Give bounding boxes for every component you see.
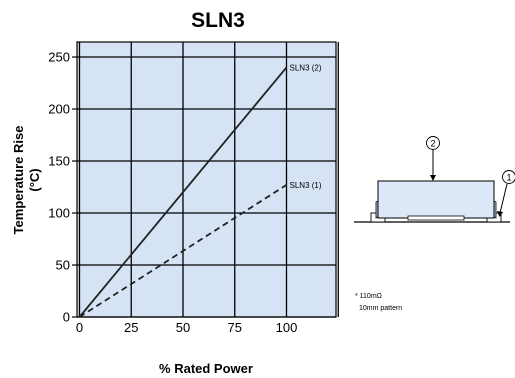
x-tick-label-25: 25: [124, 320, 138, 335]
marker-1-circle: [502, 170, 515, 184]
footnote-line1: * 110mΩ: [355, 293, 382, 300]
plot-area: [76, 41, 337, 318]
footnote-line2: 10mm pattern: [359, 305, 402, 312]
component-base: [407, 215, 465, 221]
y-tick-label-150: 150: [48, 154, 70, 169]
y-axis-label-line2: (°C): [27, 168, 42, 191]
y-axis-ticks: 0 50 100 150 200 250: [48, 50, 77, 325]
marker-1-arrowhead: [497, 211, 503, 217]
y-tick-label-50: 50: [56, 258, 70, 273]
y-tick-label-200: 200: [48, 102, 70, 117]
y-tick-label-250: 250: [48, 50, 70, 65]
x-axis-ticks: 0 25 50 75 100: [76, 320, 297, 335]
series-line-2: [79, 184, 287, 318]
x-tick-label-100: 100: [276, 320, 298, 335]
marker-2-circle: [426, 136, 440, 150]
y-tick-label-100: 100: [48, 206, 70, 221]
series-label-1: SLN3 (2): [290, 63, 322, 72]
series-group: SLN3 (2) SLN3 (1): [78, 63, 322, 318]
x-axis-label: % Rated Power: [159, 361, 253, 376]
series-line-1: [78, 66, 288, 318]
x-tick-label-75: 75: [228, 320, 242, 335]
component-diagram: 2 1: [354, 136, 515, 223]
marker-2-label: 2: [430, 139, 435, 149]
marker-1-label: 1: [506, 173, 511, 183]
y-axis-label-line1: Temperature Rise: [11, 126, 26, 235]
chart-title: SLN3: [191, 9, 245, 32]
marker-1-arrow: [499, 183, 508, 214]
series-label-2: SLN3 (1): [290, 181, 322, 190]
component-body: [377, 180, 495, 219]
grid-lines: [77, 42, 339, 318]
x-tick-label-0: 0: [76, 320, 83, 335]
y-tick-label-0: 0: [63, 310, 70, 325]
x-tick-label-50: 50: [176, 320, 190, 335]
marker-2-arrowhead: [430, 175, 436, 181]
